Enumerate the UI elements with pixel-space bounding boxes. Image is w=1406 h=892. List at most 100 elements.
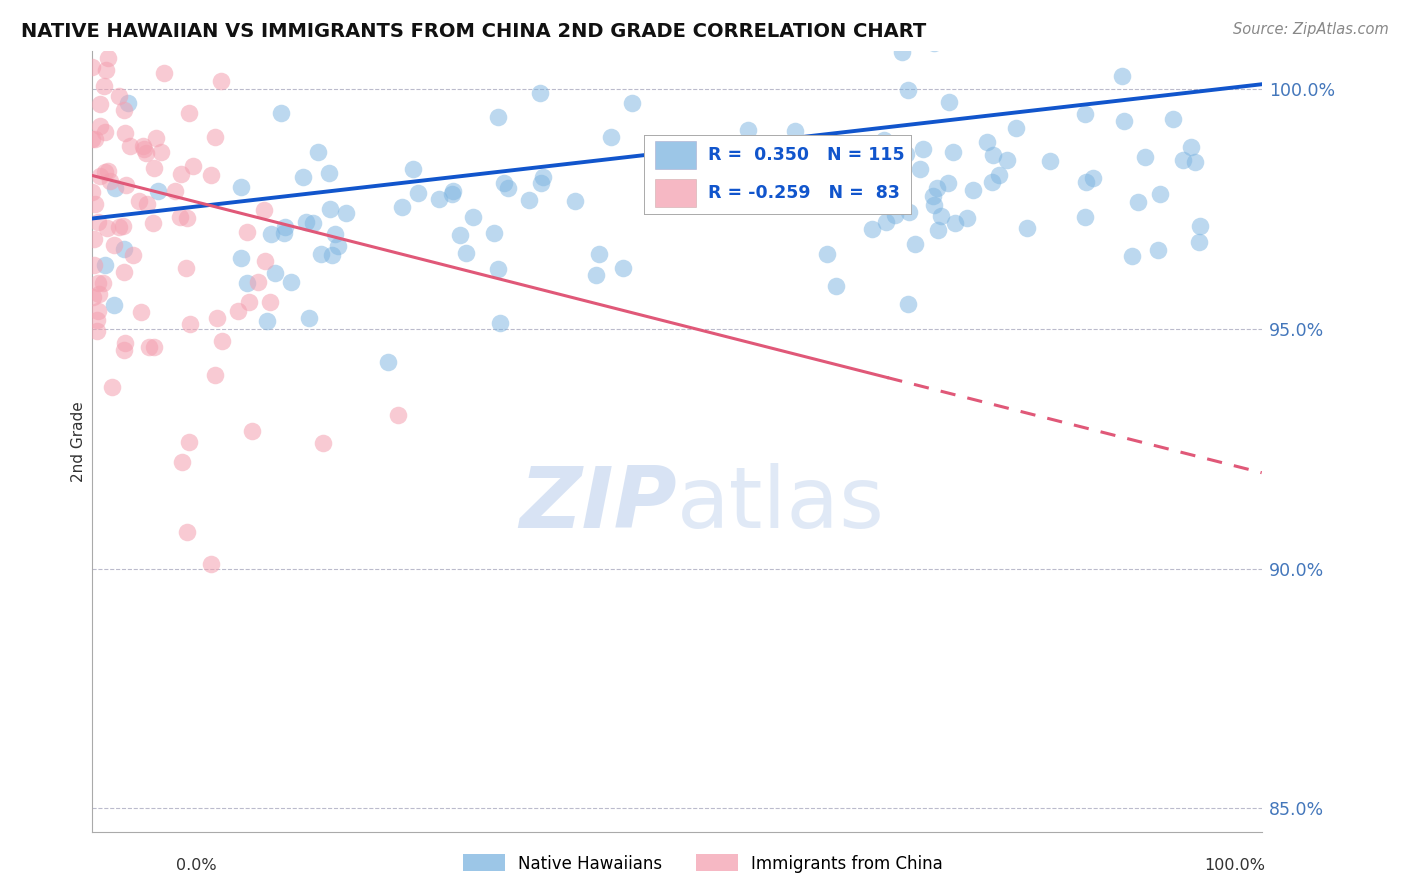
Point xyxy=(117,95,139,110)
Point xyxy=(93,78,115,93)
Point xyxy=(135,146,157,161)
Point xyxy=(96,62,118,77)
Point xyxy=(256,314,278,328)
Point xyxy=(138,341,160,355)
Point xyxy=(143,161,166,175)
Point xyxy=(135,196,157,211)
Point xyxy=(236,276,259,290)
Point xyxy=(737,123,759,137)
Point xyxy=(1039,153,1062,168)
Point xyxy=(995,153,1018,167)
Point xyxy=(273,226,295,240)
Point xyxy=(149,145,172,160)
Point xyxy=(82,290,104,304)
Point xyxy=(87,304,110,318)
Point xyxy=(456,245,478,260)
Point xyxy=(145,131,167,145)
Point xyxy=(259,295,281,310)
Point xyxy=(114,103,136,117)
Point xyxy=(463,210,485,224)
Point xyxy=(441,187,464,202)
Point xyxy=(796,169,818,183)
Point xyxy=(86,324,108,338)
Point xyxy=(205,311,228,326)
Point xyxy=(897,297,920,311)
Point xyxy=(387,409,409,423)
Point xyxy=(449,228,471,243)
Point xyxy=(704,157,727,171)
Point xyxy=(96,221,118,235)
Point xyxy=(270,106,292,120)
Point xyxy=(335,205,357,219)
Point xyxy=(209,74,232,88)
Text: atlas: atlas xyxy=(676,463,884,546)
Point xyxy=(240,424,263,438)
Point xyxy=(484,226,506,240)
Point xyxy=(307,145,329,159)
Point xyxy=(1171,153,1194,167)
Point xyxy=(702,163,724,178)
Point xyxy=(1126,194,1149,209)
Point xyxy=(295,214,318,228)
Point xyxy=(247,276,270,290)
Point xyxy=(517,194,540,208)
Point xyxy=(326,238,349,252)
Text: NATIVE HAWAIIAN VS IMMIGRANTS FROM CHINA 2ND GRADE CORRELATION CHART: NATIVE HAWAIIAN VS IMMIGRANTS FROM CHINA… xyxy=(21,22,927,41)
Point xyxy=(309,247,332,261)
Point xyxy=(297,311,319,326)
Point xyxy=(862,222,884,236)
Point xyxy=(896,146,918,161)
Point xyxy=(817,247,839,261)
Point xyxy=(1074,210,1097,224)
Point xyxy=(200,168,222,182)
Point xyxy=(111,219,134,234)
Point xyxy=(153,66,176,80)
Point xyxy=(301,215,323,229)
Point xyxy=(1188,235,1211,250)
Text: ZIP: ZIP xyxy=(519,463,676,546)
Point xyxy=(86,313,108,327)
Point xyxy=(80,60,103,74)
Point xyxy=(427,192,450,206)
Y-axis label: 2nd Grade: 2nd Grade xyxy=(72,401,86,482)
Point xyxy=(179,317,201,331)
Point xyxy=(181,159,204,173)
Point xyxy=(229,180,252,194)
Point xyxy=(956,211,979,226)
Point xyxy=(121,248,143,262)
Point xyxy=(486,261,509,276)
Point xyxy=(103,238,125,252)
Bar xyxy=(655,141,696,169)
Point xyxy=(530,176,553,190)
Point xyxy=(1163,112,1185,127)
Point xyxy=(1146,244,1168,258)
Point xyxy=(103,298,125,312)
Point xyxy=(87,277,110,291)
Legend: Native Hawaiians, Immigrants from China: Native Hawaiians, Immigrants from China xyxy=(457,847,949,880)
Point xyxy=(319,202,342,216)
Point xyxy=(254,0,277,9)
Point xyxy=(1180,140,1202,154)
Point xyxy=(174,260,197,275)
Point xyxy=(80,185,103,199)
Point xyxy=(922,36,945,50)
Point xyxy=(82,132,104,146)
Point xyxy=(200,557,222,571)
Point xyxy=(163,184,186,198)
Point xyxy=(129,304,152,318)
Point xyxy=(274,219,297,234)
Point xyxy=(177,434,200,449)
Point xyxy=(94,258,117,272)
Point xyxy=(98,174,121,188)
Point xyxy=(83,132,105,146)
Point xyxy=(321,247,343,261)
Point xyxy=(650,157,672,171)
Point xyxy=(585,268,607,282)
Point xyxy=(529,86,551,100)
Point xyxy=(1081,170,1104,185)
Point xyxy=(89,97,111,112)
Point xyxy=(114,335,136,350)
Point xyxy=(94,125,117,139)
Point xyxy=(1074,107,1097,121)
Point xyxy=(89,169,111,183)
